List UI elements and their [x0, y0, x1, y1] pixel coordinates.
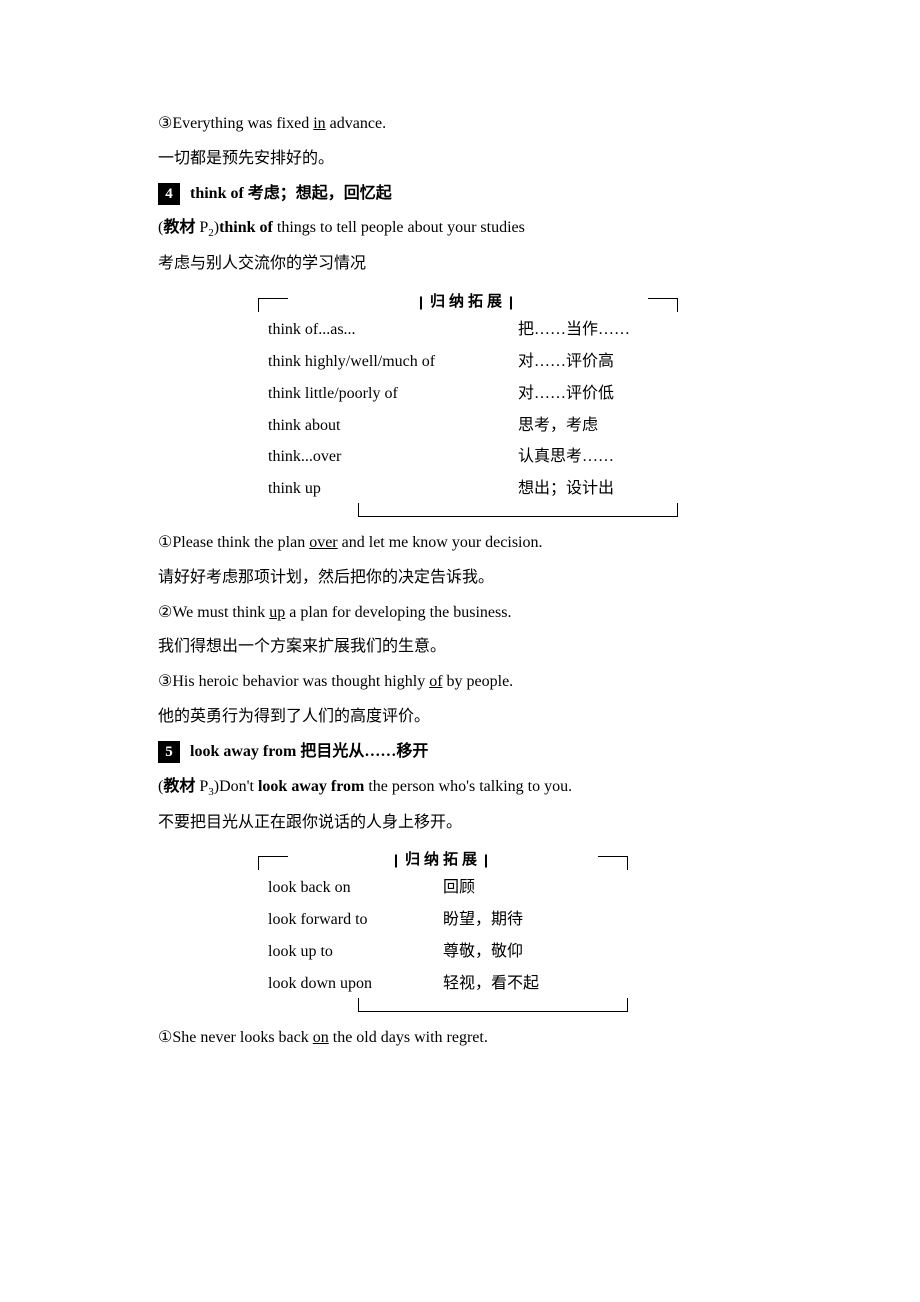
- table-row: think highly/well/much of 对……评价高: [268, 348, 668, 377]
- table-row: think little/poorly of 对……评价低: [268, 380, 668, 409]
- example-sentence: ①She never looks back on the old days wi…: [158, 1024, 772, 1053]
- table-row: think up 想出；设计出: [268, 475, 668, 504]
- source-sentence: (教材 P2)think of things to tell people ab…: [158, 214, 772, 244]
- translation: 考虑与别人交流你的学习情况: [158, 250, 772, 279]
- underlined-word: on: [313, 1029, 329, 1046]
- meaning: 盼望，期待: [443, 906, 618, 935]
- table-row: look down upon 轻视，看不起: [268, 970, 618, 999]
- phrase: look up to: [268, 938, 443, 967]
- source-label: 教材: [163, 778, 195, 795]
- section-heading: 5 look away from 把目光从……移开: [158, 738, 772, 767]
- meaning: 对……评价低: [518, 380, 668, 409]
- text: advance.: [326, 115, 386, 132]
- text: by people.: [443, 673, 514, 690]
- section-number-badge: 4: [158, 183, 180, 205]
- heading-text: look away from 把目光从……移开: [186, 743, 428, 760]
- example-sentence: ②We must think up a plan for developing …: [158, 599, 772, 628]
- phrase: look forward to: [268, 906, 443, 935]
- meaning: 把……当作……: [518, 316, 668, 345]
- text: ③His heroic behavior was thought highly: [158, 673, 429, 690]
- underlined-word: up: [269, 604, 285, 621]
- phrase: think little/poorly of: [268, 380, 518, 409]
- phrase: look down upon: [268, 970, 443, 999]
- source-label: 教材: [163, 219, 195, 236]
- phrase: look back on: [268, 874, 443, 903]
- text: Don't: [219, 778, 258, 795]
- expansion-header: 归纳拓展: [401, 847, 485, 874]
- text: and let me know your decision.: [338, 534, 543, 551]
- example-sentence: ③Everything was fixed in advance.: [158, 110, 772, 139]
- meaning: 思考，考虑: [518, 412, 668, 441]
- underlined-word: over: [309, 534, 337, 551]
- phrase: think highly/well/much of: [268, 348, 518, 377]
- underlined-word: of: [429, 673, 442, 690]
- translation: 他的英勇行为得到了人们的高度评价。: [158, 703, 772, 732]
- source-sentence: (教材 P3)Don't look away from the person w…: [158, 773, 772, 803]
- meaning: 认真思考……: [518, 443, 668, 472]
- text: ①Please think the plan: [158, 534, 309, 551]
- heading-text: think of 考虑；想起，回忆起: [186, 185, 392, 202]
- bold-phrase: think of: [219, 219, 273, 236]
- phrase: think...over: [268, 443, 518, 472]
- document-page: ③Everything was fixed in advance. 一切都是预先…: [0, 0, 920, 1302]
- text: P: [195, 778, 208, 795]
- meaning: 尊敬，敬仰: [443, 938, 618, 967]
- expansion-header: 归纳拓展: [426, 289, 510, 316]
- meaning: 回顾: [443, 874, 618, 903]
- phrase: think of...as...: [268, 316, 518, 345]
- section-heading: 4 think of 考虑；想起，回忆起: [158, 180, 772, 209]
- table-row: look forward to 盼望，期待: [268, 906, 618, 935]
- section-number-badge: 5: [158, 741, 180, 763]
- example-sentence: ①Please think the plan over and let me k…: [158, 529, 772, 558]
- example-sentence: ③His heroic behavior was thought highly …: [158, 668, 772, 697]
- underlined-word: in: [313, 115, 325, 132]
- translation: 不要把目光从正在跟你说话的人身上移开。: [158, 809, 772, 838]
- table-row: think...over 认真思考……: [268, 443, 668, 472]
- text: ①She never looks back: [158, 1029, 313, 1046]
- text: P: [195, 219, 208, 236]
- phrase: think up: [268, 475, 518, 504]
- expansion-box: 归纳拓展 look back on 回顾 look forward to 盼望，…: [258, 847, 628, 1011]
- meaning: 对……评价高: [518, 348, 668, 377]
- expansion-box: 归纳拓展 think of...as... 把……当作…… think high…: [258, 289, 678, 517]
- table-row: look back on 回顾: [268, 874, 618, 903]
- table-row: look up to 尊敬，敬仰: [268, 938, 618, 967]
- meaning: 想出；设计出: [518, 475, 668, 504]
- text: things to tell people about your studies: [273, 219, 525, 236]
- translation: 我们得想出一个方案来扩展我们的生意。: [158, 633, 772, 662]
- meaning: 轻视，看不起: [443, 970, 618, 999]
- table-row: think about 思考，考虑: [268, 412, 668, 441]
- bold-phrase: look away from: [258, 778, 364, 795]
- text: ③Everything was fixed: [158, 115, 313, 132]
- text: the old days with regret.: [329, 1029, 488, 1046]
- text: ②We must think: [158, 604, 269, 621]
- table-row: think of...as... 把……当作……: [268, 316, 668, 345]
- text: the person who's talking to you.: [364, 778, 572, 795]
- translation: 一切都是预先安排好的。: [158, 145, 772, 174]
- translation: 请好好考虑那项计划，然后把你的决定告诉我。: [158, 564, 772, 593]
- text: a plan for developing the business.: [285, 604, 511, 621]
- phrase: think about: [268, 412, 518, 441]
